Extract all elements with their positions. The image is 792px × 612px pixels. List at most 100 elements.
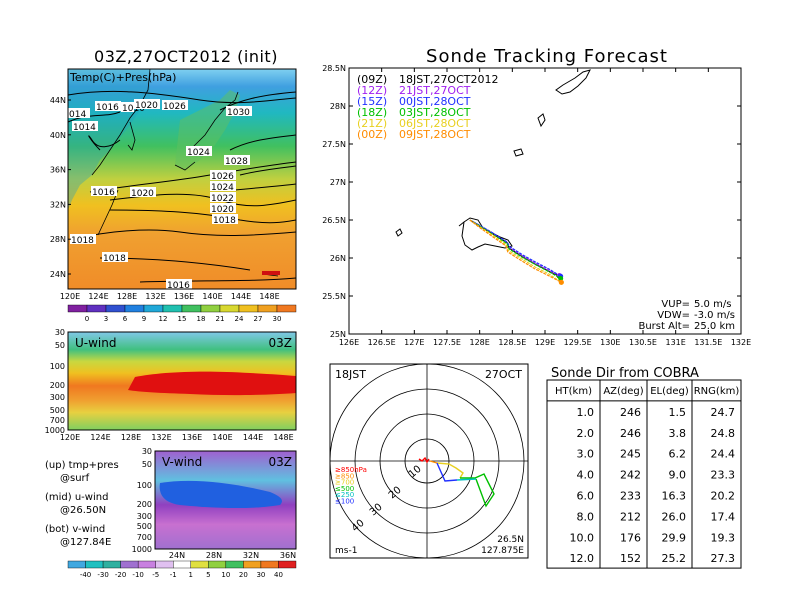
- v-x-tick: 36N: [280, 551, 296, 560]
- isobar-label: 1026: [163, 102, 186, 112]
- isobar-labels: 014 1014 1016 1010 1020 1026 1030 1024 1…: [68, 99, 252, 291]
- track-title: Sonde Tracking Forecast: [426, 46, 668, 67]
- legend-time: (21Z): [357, 117, 387, 130]
- colorbar-label: 18: [197, 315, 206, 323]
- v-y-tick: 500: [137, 522, 152, 531]
- track-endpoint: [558, 276, 564, 282]
- u-x-tick: 144E: [243, 433, 263, 442]
- map-y-tick: 32N: [50, 200, 66, 209]
- track-endpoint: [558, 279, 564, 285]
- table-cell: 233: [620, 490, 641, 503]
- table-cell: 1.0: [577, 406, 595, 419]
- v-wind-time: 03Z: [269, 455, 293, 469]
- isobar-label: 1014: [73, 123, 96, 133]
- x-tick-label: 126.5E: [368, 338, 396, 347]
- colorbar-label: -1: [170, 571, 177, 579]
- isobar-label: 1010: [122, 104, 145, 114]
- table-header: HT(km): [555, 386, 592, 397]
- table-cell: 6.0: [577, 490, 595, 503]
- table-cell: 23.3: [711, 469, 736, 482]
- colorbar-swatch: [181, 304, 202, 313]
- param-value: 5.0 m/s: [694, 299, 731, 310]
- v-y-tick: 100: [137, 481, 152, 490]
- isobar-label: 1020: [135, 101, 158, 111]
- polar-date: 27OCT: [485, 368, 522, 381]
- x-tick-label: 131.5E: [694, 338, 722, 347]
- colorbar-label: 3: [104, 315, 108, 323]
- note-line: (bot) v-wind: [45, 524, 105, 535]
- colorbar-label: 10: [221, 571, 230, 579]
- map-x-tick: 132E: [145, 292, 165, 301]
- u-x-tick: 120E: [60, 433, 80, 442]
- colorbar-swatch: [238, 304, 259, 313]
- u-y-tick: 50: [55, 341, 65, 350]
- note-line: (up) tmp+pres: [45, 460, 119, 471]
- table-cell: 3.8: [669, 427, 687, 440]
- legend-label: 18JST,27OCT2012: [399, 73, 499, 86]
- note-line: @surf: [60, 473, 90, 484]
- table-cell: 242: [620, 469, 641, 482]
- table-cell: 152: [620, 552, 641, 565]
- isobar-label: 1020: [131, 189, 154, 199]
- u-x-tick: 140E: [212, 433, 232, 442]
- table-cell: 20.2: [711, 490, 736, 503]
- isobar-label: 1028: [225, 157, 248, 167]
- table-header: AZ(deg): [603, 386, 643, 397]
- note-line: @26.50N: [60, 505, 106, 516]
- u-x-tick: 124E: [90, 433, 110, 442]
- isobar-label: 1018: [103, 254, 126, 264]
- level-legend-item: ≤500: [335, 485, 354, 493]
- wind-colorbar: -40 -30 -20 -10 -5 -1 1 5 10 20 30 40: [67, 560, 297, 579]
- table-cell: 212: [620, 510, 641, 523]
- table-cell: 16.3: [662, 490, 687, 503]
- isobar-label: 1024: [187, 148, 210, 158]
- map-x-tick: 120E: [60, 292, 80, 301]
- u-y-tick: 1000: [45, 426, 65, 435]
- table-cell: 1.5: [669, 406, 687, 419]
- colorbar-label: -40: [80, 571, 91, 579]
- colorbar-label: 9: [142, 315, 146, 323]
- colorbar-label: 6: [123, 315, 128, 323]
- isobar-label: 1018: [213, 216, 236, 226]
- legend-label: 00JST,28OCT: [399, 95, 471, 108]
- x-tick-label: 129.5E: [564, 338, 592, 347]
- legend-time: (09Z): [357, 73, 387, 86]
- polar-unit: ms-1: [335, 546, 357, 556]
- x-tick-label: 128E: [470, 338, 490, 347]
- v-y-tick: 50: [142, 460, 152, 469]
- map-y-tick: 24N: [50, 270, 66, 279]
- legend-label: 09JST,28OCT: [399, 128, 471, 141]
- table-cell: 24.7: [711, 406, 736, 419]
- table-cell: 29.9: [662, 531, 687, 544]
- table-cell: 27.3: [711, 552, 736, 565]
- table-cell: 8.0: [577, 510, 595, 523]
- map-y-tick: 40N: [50, 131, 66, 140]
- colorbar-label: -30: [97, 571, 108, 579]
- x-tick-label: 126E: [339, 338, 359, 347]
- colorbar-swatch: [67, 304, 88, 313]
- table-cell: 3.0: [577, 448, 595, 461]
- u-x-tick: 136E: [182, 433, 202, 442]
- level-legend-item: ≥850hPa: [335, 466, 367, 474]
- colorbar-swatch: [137, 560, 156, 569]
- table-cell: 9.0: [669, 469, 687, 482]
- colorbar-swatch: [200, 304, 221, 313]
- colorbar-swatch: [257, 304, 278, 313]
- track-legend: (09Z) 18JST,27OCT2012 (12Z) 21JST,27OCT (15Z…: [357, 73, 499, 141]
- u-x-tick: 132E: [151, 433, 171, 442]
- colorbar-label: -5: [152, 571, 159, 579]
- isobar-label: 1020: [211, 205, 234, 215]
- param-label: Burst Alt=: [638, 321, 690, 332]
- colorbar-swatch: [105, 304, 126, 313]
- track-line: [469, 219, 562, 283]
- colorbar-label: 21: [216, 315, 225, 323]
- param-label: VUP=: [661, 299, 690, 310]
- u-x-tick: 148E: [273, 433, 293, 442]
- temperature-pressure-map: 014 1014 1016 1010 1020 1026 1030 1024 1…: [67, 68, 297, 291]
- u-y-tick: 700: [50, 416, 65, 425]
- table-cell: 10.0: [570, 531, 595, 544]
- track-line: [469, 219, 562, 283]
- polar-lat: 26.5N: [497, 535, 524, 545]
- v-y-tick: 700: [137, 533, 152, 542]
